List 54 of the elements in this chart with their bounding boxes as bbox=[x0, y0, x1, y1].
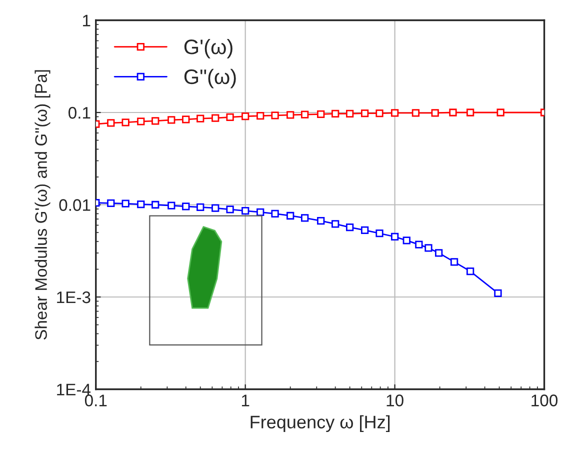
point bbox=[286, 212, 294, 220]
y-tick-label: 1E-4 bbox=[57, 384, 91, 396]
y-tick-label: 1E-3 bbox=[57, 291, 90, 304]
point bbox=[168, 202, 176, 210]
point bbox=[107, 119, 115, 127]
point bbox=[122, 200, 130, 208]
point bbox=[376, 109, 384, 118]
point bbox=[196, 114, 204, 122]
point bbox=[226, 206, 234, 214]
point bbox=[317, 216, 325, 225]
point bbox=[137, 200, 145, 208]
point bbox=[212, 114, 220, 122]
x-tick-label: 10 bbox=[386, 394, 404, 406]
point bbox=[390, 109, 399, 117]
point bbox=[256, 208, 264, 216]
point bbox=[300, 214, 309, 222]
point bbox=[256, 112, 264, 120]
point bbox=[182, 116, 190, 124]
point bbox=[226, 113, 234, 121]
point bbox=[242, 206, 250, 215]
point bbox=[317, 110, 325, 118]
point bbox=[300, 110, 309, 118]
point bbox=[107, 199, 115, 207]
point bbox=[122, 118, 130, 126]
point bbox=[152, 200, 160, 209]
point bbox=[152, 117, 160, 125]
legend-label: G'(ω) bbox=[184, 39, 232, 58]
y-tick-label: 0.1 bbox=[68, 106, 90, 119]
point bbox=[286, 111, 294, 119]
point bbox=[212, 204, 220, 212]
point bbox=[242, 112, 250, 120]
point bbox=[346, 110, 354, 118]
point bbox=[196, 203, 204, 212]
point bbox=[332, 110, 340, 118]
x-tick-label: 1 bbox=[242, 394, 250, 406]
y-tick-label: 0.01 bbox=[59, 199, 90, 211]
point bbox=[360, 226, 369, 234]
point bbox=[271, 112, 279, 120]
x-tick-label: 0.1 bbox=[84, 394, 107, 406]
point bbox=[390, 232, 399, 241]
x-tick-label: 100 bbox=[532, 394, 558, 406]
point bbox=[137, 118, 145, 126]
y-tick-label: 1 bbox=[83, 14, 90, 26]
y-axis-title: Shear Modulus G'(ω) and G"(ω) [Pa] bbox=[34, 70, 50, 340]
point bbox=[168, 116, 176, 124]
legend-label: G"(ω) bbox=[184, 68, 236, 88]
point bbox=[346, 223, 354, 232]
point bbox=[182, 202, 190, 210]
point bbox=[332, 220, 340, 228]
point bbox=[360, 109, 369, 118]
point bbox=[376, 230, 384, 238]
point bbox=[494, 289, 502, 297]
point bbox=[271, 210, 279, 218]
x-axis-title: Frequency ω [Hz] bbox=[250, 415, 390, 432]
